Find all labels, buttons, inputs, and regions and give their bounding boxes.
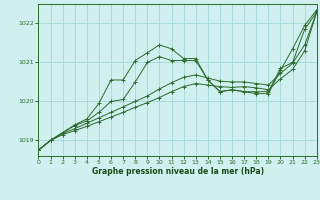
X-axis label: Graphe pression niveau de la mer (hPa): Graphe pression niveau de la mer (hPa): [92, 167, 264, 176]
